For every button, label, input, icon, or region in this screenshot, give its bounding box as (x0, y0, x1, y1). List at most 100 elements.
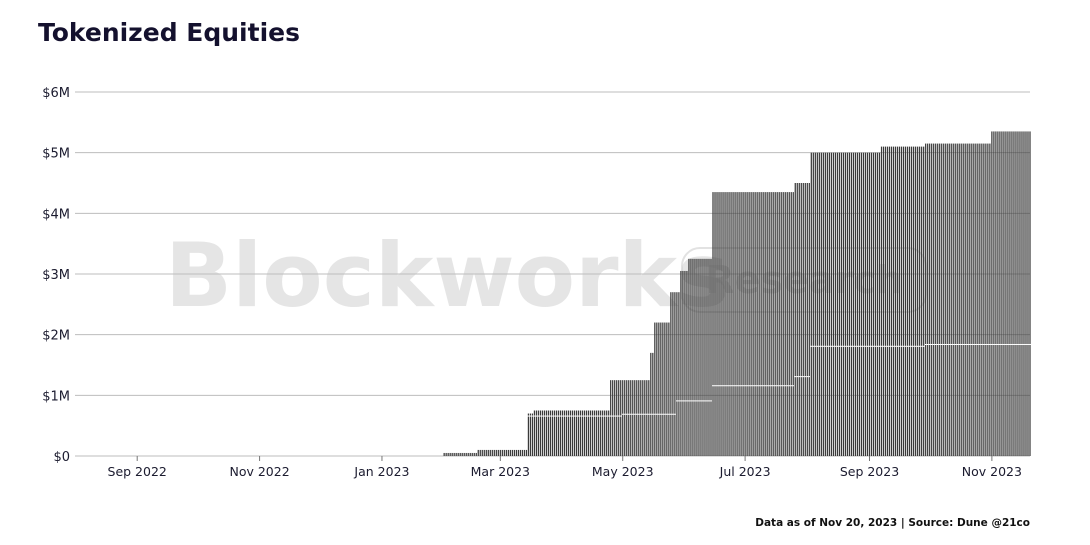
bar-lower (832, 346, 835, 456)
bar-upper (646, 380, 648, 414)
bar-upper (989, 143, 991, 344)
bar-upper (780, 192, 782, 386)
bar-upper (746, 192, 748, 386)
bar-upper (892, 146, 895, 346)
bar-upper (911, 146, 913, 346)
bar-upper (551, 410, 554, 416)
bar-upper (545, 410, 548, 416)
bar-upper (798, 183, 800, 377)
bar-lower (680, 401, 682, 456)
bar-upper (1017, 131, 1019, 344)
bar (503, 449, 505, 456)
bar-lower (1015, 344, 1017, 456)
bar-upper (796, 183, 798, 377)
bar-upper (886, 146, 889, 346)
bar-upper (589, 410, 592, 416)
bar-upper (756, 192, 758, 386)
bar-lower (1009, 344, 1011, 456)
bar-upper (808, 183, 810, 377)
bar-upper (692, 258, 694, 401)
bar-lower (856, 346, 859, 456)
bar-upper (600, 410, 602, 416)
bar-upper (953, 143, 955, 344)
bar-lower (694, 401, 696, 456)
bar-upper (766, 192, 768, 386)
bar-lower (547, 416, 550, 456)
bar-upper (800, 183, 802, 377)
x-tick-label: May 2023 (592, 464, 654, 479)
bar-upper (772, 192, 774, 386)
bar-lower (816, 346, 818, 456)
bar-lower (579, 416, 582, 456)
bar-upper (608, 410, 610, 416)
bar (465, 452, 467, 456)
bar-lower (876, 346, 879, 456)
y-tick-label: $3M (42, 268, 70, 283)
bar-lower (810, 346, 812, 456)
bar (483, 449, 485, 456)
bar-upper (790, 192, 792, 386)
bar-upper (724, 192, 726, 386)
bar-lower (650, 414, 652, 456)
bar-lower (848, 346, 851, 456)
bar-upper (949, 143, 951, 344)
bar-lower (1011, 344, 1013, 456)
bar-lower (559, 416, 562, 456)
bar-upper (872, 152, 875, 346)
bar-upper (846, 152, 849, 346)
bar-lower (682, 401, 684, 456)
bar-lower (834, 346, 837, 456)
bar-upper (628, 380, 630, 414)
bar-lower (738, 386, 740, 456)
bar-lower (822, 346, 824, 456)
x-tick-label: Sep 2022 (108, 464, 167, 479)
bar-lower (708, 401, 710, 456)
bar-lower (1003, 344, 1005, 456)
gridlines (75, 91, 1030, 457)
bar-upper (606, 410, 608, 416)
bar-lower (539, 416, 542, 456)
bar-lower (818, 346, 820, 456)
bar-lower (646, 414, 648, 456)
bar-lower (674, 414, 676, 456)
bar-series (443, 131, 1031, 456)
bar-upper (700, 258, 702, 401)
bar-upper (782, 192, 784, 386)
bar-lower (573, 416, 576, 456)
bar-lower (770, 386, 772, 456)
bar-lower (652, 414, 654, 456)
bar-upper (858, 152, 861, 346)
bar-lower (975, 344, 977, 456)
bar-lower (947, 344, 949, 456)
bar-upper (690, 258, 692, 401)
bar-upper (670, 292, 672, 414)
bar-lower (880, 346, 883, 456)
bar-lower (983, 344, 985, 456)
bar-upper (812, 152, 814, 346)
bar-lower (537, 416, 540, 456)
bar-upper (824, 152, 826, 346)
bar-lower (1017, 344, 1019, 456)
bar-upper (836, 152, 839, 346)
bar-upper (539, 410, 542, 416)
bar-upper (569, 410, 572, 416)
bar-upper (762, 192, 764, 386)
bar-upper (543, 410, 546, 416)
bar (451, 452, 453, 456)
bar-lower (686, 401, 688, 456)
bar-upper (632, 380, 634, 414)
bar-upper (894, 146, 897, 346)
bar-lower (782, 386, 784, 456)
bar-upper (993, 131, 995, 344)
bar-upper (870, 152, 873, 346)
bar-upper (583, 410, 586, 416)
bar-lower (939, 344, 941, 456)
bar-upper (648, 380, 650, 414)
bar-lower (774, 386, 776, 456)
bar-upper (531, 413, 534, 416)
bar-upper (995, 131, 997, 344)
bar-lower (915, 346, 917, 456)
bar-lower (616, 416, 618, 456)
bar (519, 449, 522, 456)
